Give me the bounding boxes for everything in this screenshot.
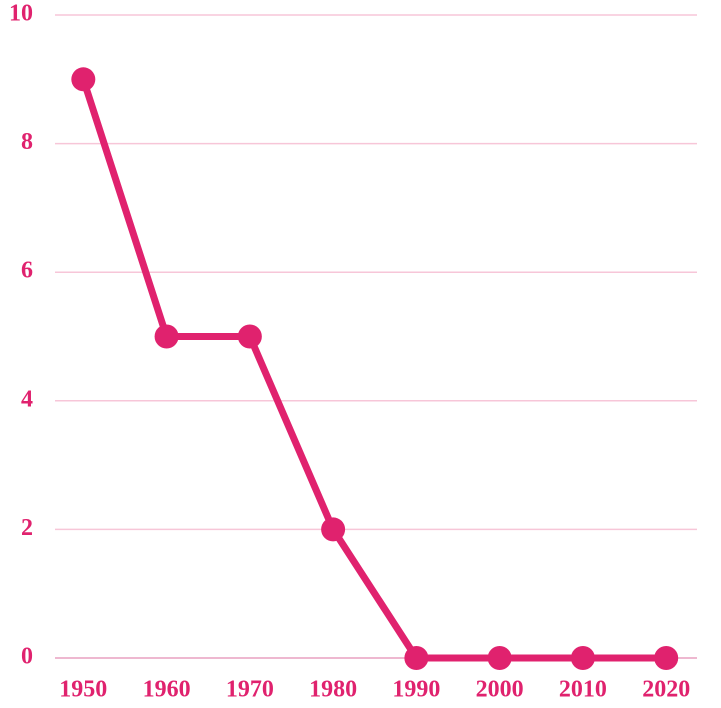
y-tick-label: 2: [21, 515, 33, 541]
y-tick-label: 6: [21, 258, 33, 284]
y-tick-label: 4: [21, 386, 33, 412]
point: [237, 324, 262, 349]
x-tick-label: 1980: [309, 677, 357, 703]
y-tick-label: 8: [21, 129, 33, 155]
line: [79, 78, 667, 662]
point: [321, 517, 346, 542]
point: [570, 646, 595, 670]
point: [404, 646, 429, 670]
point: [487, 646, 512, 670]
point: [654, 646, 679, 670]
y-tick-label: 0: [21, 644, 33, 670]
point: [71, 67, 96, 92]
point: [154, 324, 179, 349]
x-tick-label: 1990: [392, 677, 440, 703]
x-tick-label: 2000: [476, 677, 524, 703]
x-tick-label: 1970: [226, 677, 274, 703]
y-tick-label: 10: [9, 1, 33, 27]
x-tick-label: 1950: [59, 677, 107, 703]
x-tick-label: 2010: [559, 677, 607, 703]
x-tick-label: 2020: [642, 677, 690, 703]
x-tick-label: 1960: [143, 677, 191, 703]
